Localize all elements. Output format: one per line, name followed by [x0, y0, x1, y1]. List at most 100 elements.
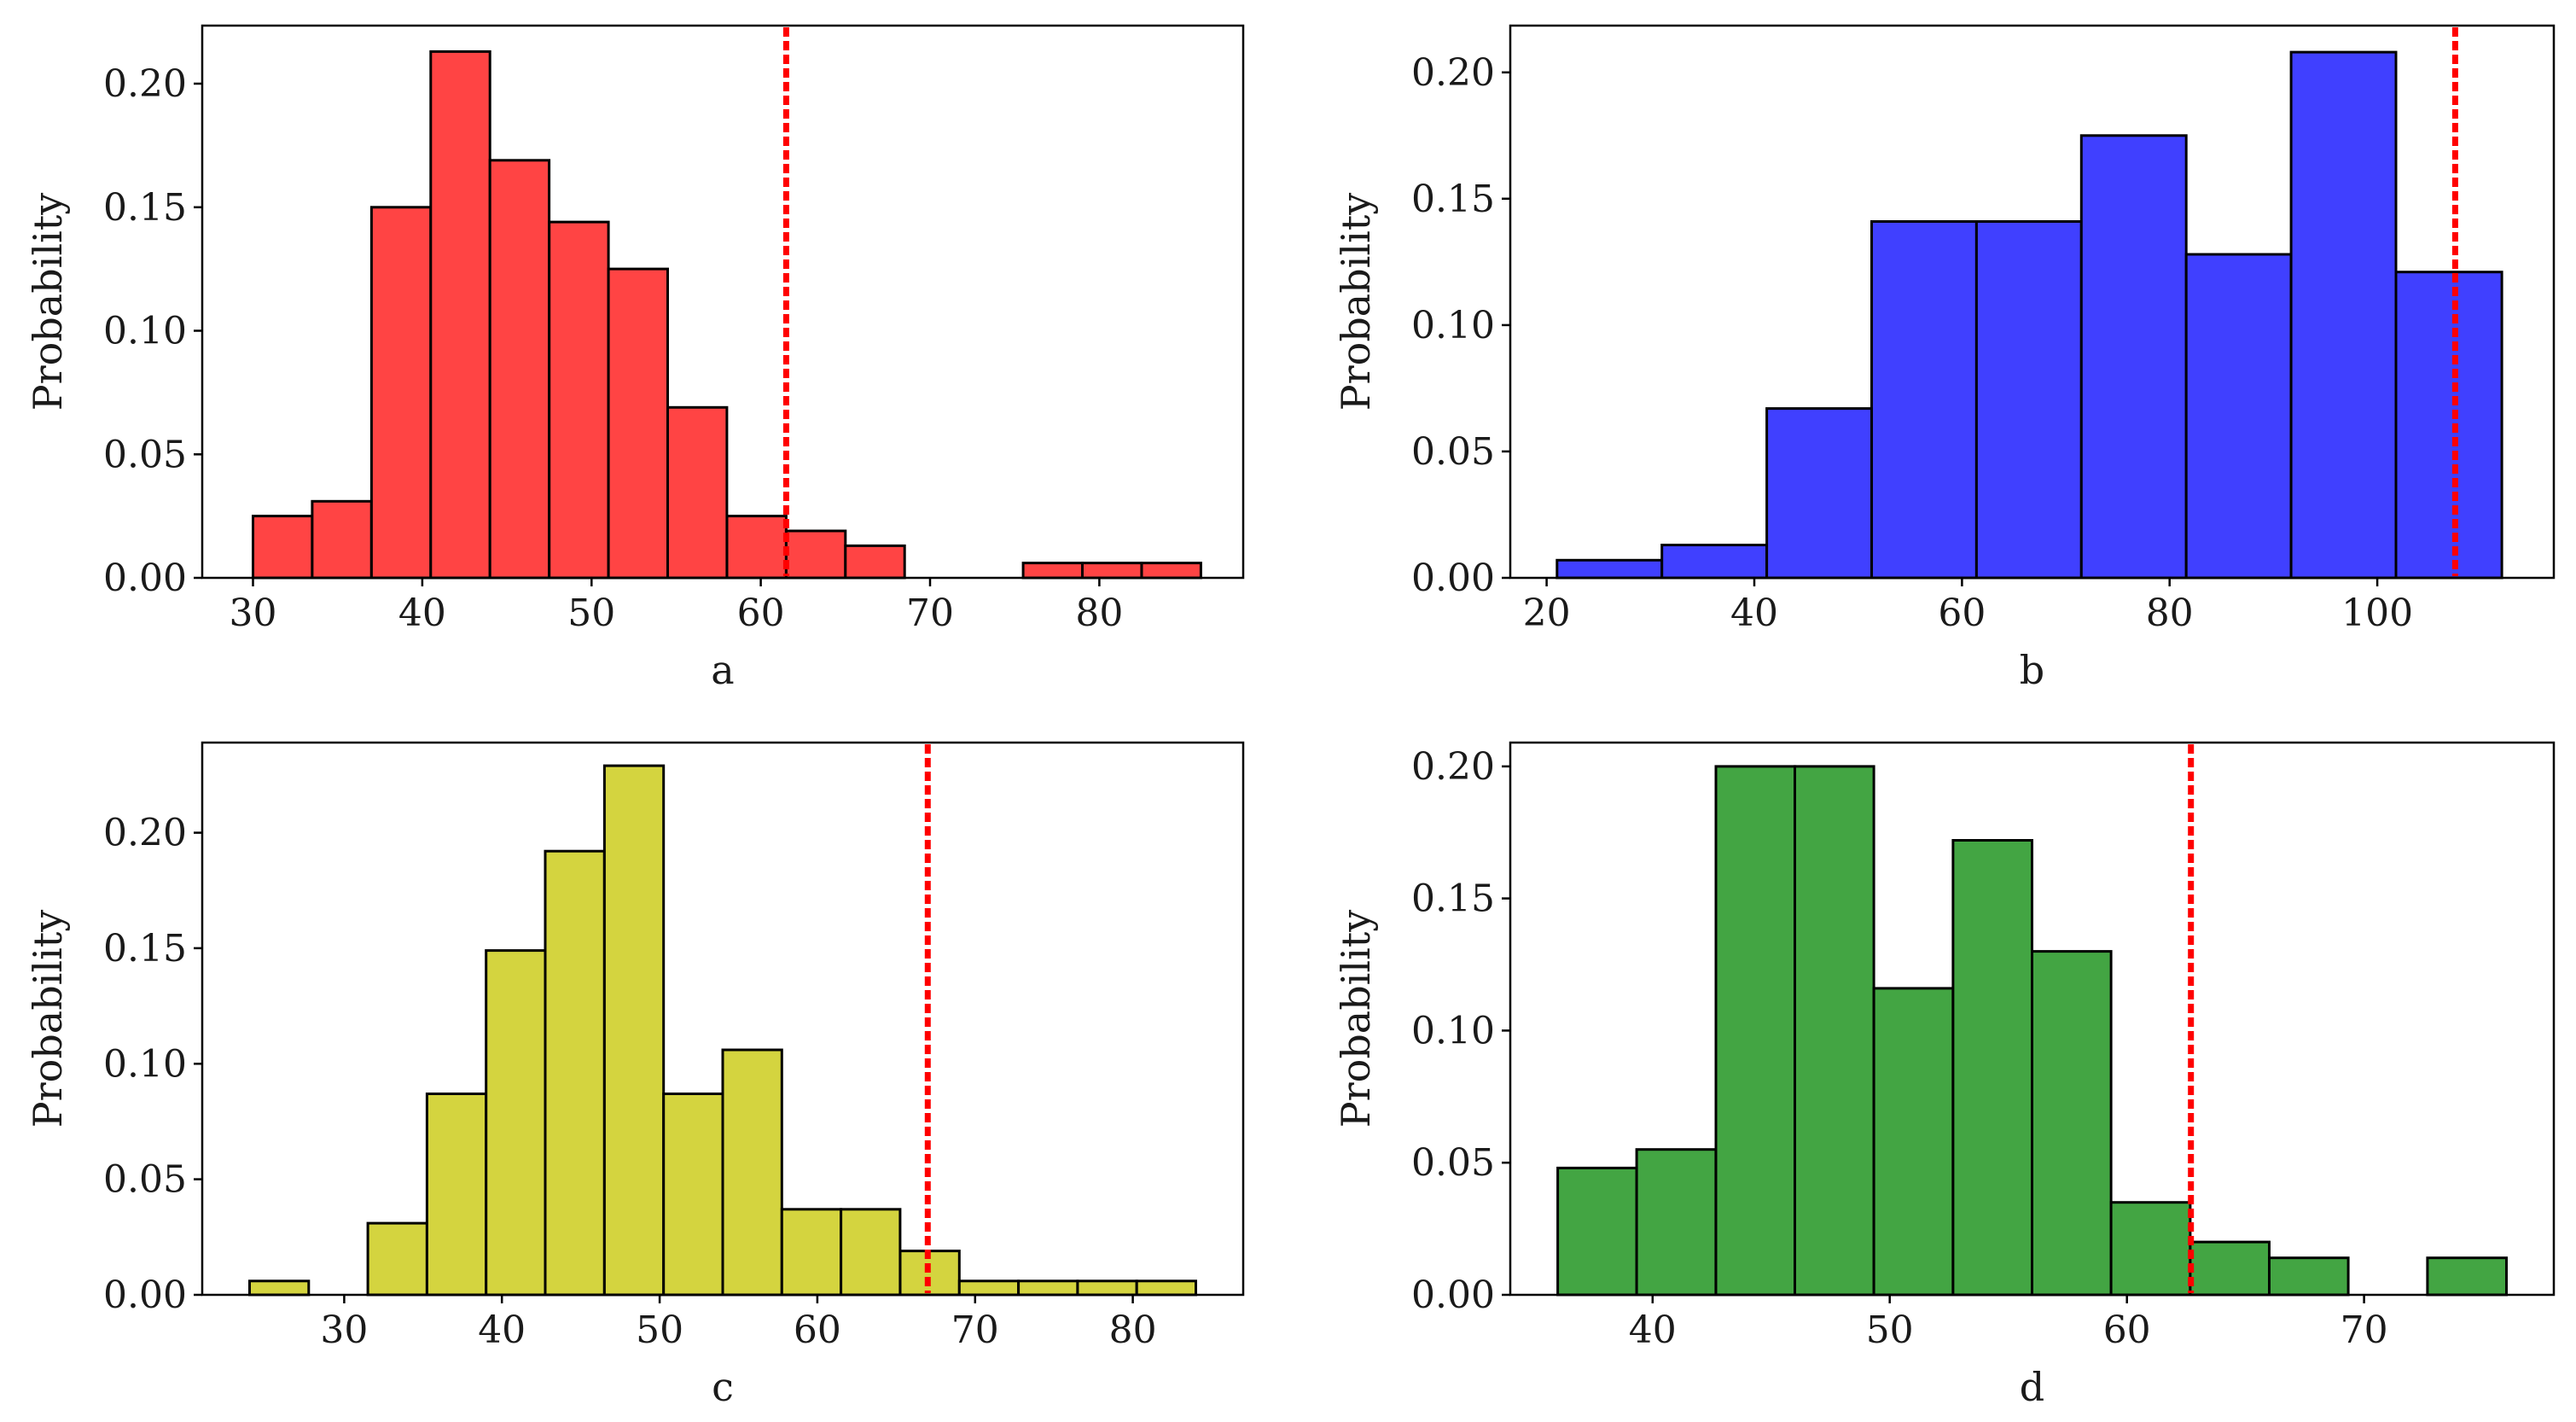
y-axis-label: Probability [25, 910, 71, 1128]
histogram-bar [2184, 253, 2293, 580]
y-tick-label: 0.05 [1411, 430, 1495, 474]
x-tick-label: 60 [794, 1308, 841, 1352]
histogram-bar [544, 849, 606, 1297]
histogram-bar [311, 499, 373, 580]
y-tick-label: 0.05 [1411, 1141, 1495, 1185]
x-tick-label: 40 [398, 592, 446, 635]
plot-frame [1509, 741, 2556, 1297]
x-tick-label: 60 [1938, 592, 1986, 635]
y-tick-label: 0.05 [103, 1158, 187, 1202]
histogram-bar [429, 50, 491, 580]
histogram-bar [1870, 220, 1978, 580]
histogram-bar [1951, 839, 2033, 1297]
histogram-bar [1555, 558, 1664, 580]
y-tick-label: 0.20 [103, 62, 187, 106]
histogram-bar [1556, 1166, 1638, 1297]
histogram-bar [780, 1208, 843, 1297]
histogram-bar [248, 1279, 311, 1297]
x-tick-label: 60 [737, 592, 785, 635]
histogram-bar [1974, 220, 2083, 580]
x-tick-label: 40 [1629, 1308, 1677, 1352]
plot-frame [201, 741, 1245, 1297]
histogram-bar [721, 1048, 783, 1297]
x-tick-label: 40 [1730, 592, 1778, 635]
histogram-bar [485, 949, 547, 1297]
histogram-bar [2394, 271, 2503, 580]
x-tick-label: 40 [478, 1308, 526, 1352]
x-axis-label: c [712, 1364, 734, 1410]
x-tick-label: 50 [636, 1308, 683, 1352]
histogram-bar [1714, 765, 1797, 1297]
y-tick-label: 0.15 [103, 186, 187, 230]
y-axis-label: Probability [25, 193, 71, 411]
histogram-bar [1135, 1279, 1197, 1297]
histogram-bar [957, 1279, 1021, 1297]
histogram-bar [1872, 987, 1955, 1297]
y-tick-label: 0.10 [103, 1042, 187, 1086]
histogram-bar [252, 515, 314, 580]
histogram-bar [1794, 765, 1875, 1297]
x-axis-label: d [2020, 1364, 2044, 1410]
histogram-bar [602, 764, 666, 1297]
histogram-bar [666, 405, 729, 580]
y-axis-label: Probability [1333, 193, 1379, 411]
histogram-bar [1140, 562, 1202, 580]
x-tick-label: 80 [1075, 592, 1123, 635]
histogram-bar [488, 159, 551, 580]
histogram-bar [844, 544, 906, 580]
histogram-bar [662, 1093, 724, 1297]
histogram-bar [2079, 134, 2188, 580]
x-tick-label: 30 [320, 1308, 368, 1352]
y-tick-label: 0.00 [1411, 557, 1495, 600]
histogram-bar [1076, 1279, 1138, 1297]
x-tick-label: 100 [2341, 592, 2413, 635]
histogram-bar [1660, 544, 1769, 580]
histogram-bar [1635, 1148, 1718, 1297]
histogram-panel-c: 30 40 50 60 70 80 0.00 0.05 0.10 0.15 0.20 c Probabi… [25, 741, 1245, 1410]
plot-frame [201, 24, 1245, 580]
histogram-bar [1765, 407, 1874, 580]
y-tick-label: 0.05 [103, 433, 187, 476]
y-tick-label: 0.10 [1411, 1009, 1495, 1052]
x-tick-label: 50 [567, 592, 615, 635]
histogram-bar [1017, 1279, 1079, 1297]
histogram-bar [425, 1093, 488, 1297]
histogram-bar [369, 206, 433, 580]
x-tick-label: 70 [2340, 1308, 2388, 1352]
histogram-bar [840, 1208, 902, 1297]
histogram-panel-b: 20 40 60 80 100 0.00 0.05 0.10 0.15 0.20 b Probabil… [1333, 24, 2556, 693]
histogram-bar [2109, 1201, 2192, 1297]
y-tick-label: 0.15 [1411, 877, 1495, 921]
x-tick-label: 50 [1866, 1308, 1914, 1352]
histogram-panel-a: 30 40 50 60 70 80 0.00 0.05 0.10 0.15 0.20 a Probabi… [25, 24, 1245, 693]
x-axis-label: b [2020, 647, 2044, 693]
x-tick-label: 60 [2103, 1308, 2151, 1352]
y-tick-label: 0.15 [103, 927, 187, 970]
histogram-bar [548, 220, 610, 580]
histogram-bar [2268, 1256, 2350, 1297]
y-tick-label: 0.20 [1411, 745, 1495, 789]
histogram-bar [1021, 562, 1084, 580]
x-axis-label: a [711, 647, 734, 693]
y-tick-label: 0.20 [103, 812, 187, 855]
x-tick-label: 80 [1109, 1308, 1157, 1352]
y-axis-label: Probability [1333, 910, 1379, 1128]
x-tick-label: 70 [951, 1308, 999, 1352]
plot-frame [1509, 24, 2556, 580]
x-tick-label: 70 [906, 592, 954, 635]
y-tick-label: 0.10 [1411, 304, 1495, 347]
x-tick-label: 80 [2146, 592, 2194, 635]
histogram-bar [784, 529, 847, 580]
histogram-bar [725, 515, 788, 580]
y-tick-label: 0.00 [1411, 1273, 1495, 1317]
histogram-bar [1081, 562, 1143, 580]
histogram-bar [2189, 1240, 2271, 1297]
histogram-bar [2289, 50, 2398, 580]
y-tick-label: 0.00 [103, 557, 187, 600]
y-tick-label: 0.20 [1411, 51, 1495, 95]
y-tick-label: 0.00 [103, 1273, 187, 1317]
histogram-bar [2031, 950, 2113, 1297]
histogram-bar [607, 267, 669, 580]
x-tick-label: 20 [1523, 592, 1571, 635]
